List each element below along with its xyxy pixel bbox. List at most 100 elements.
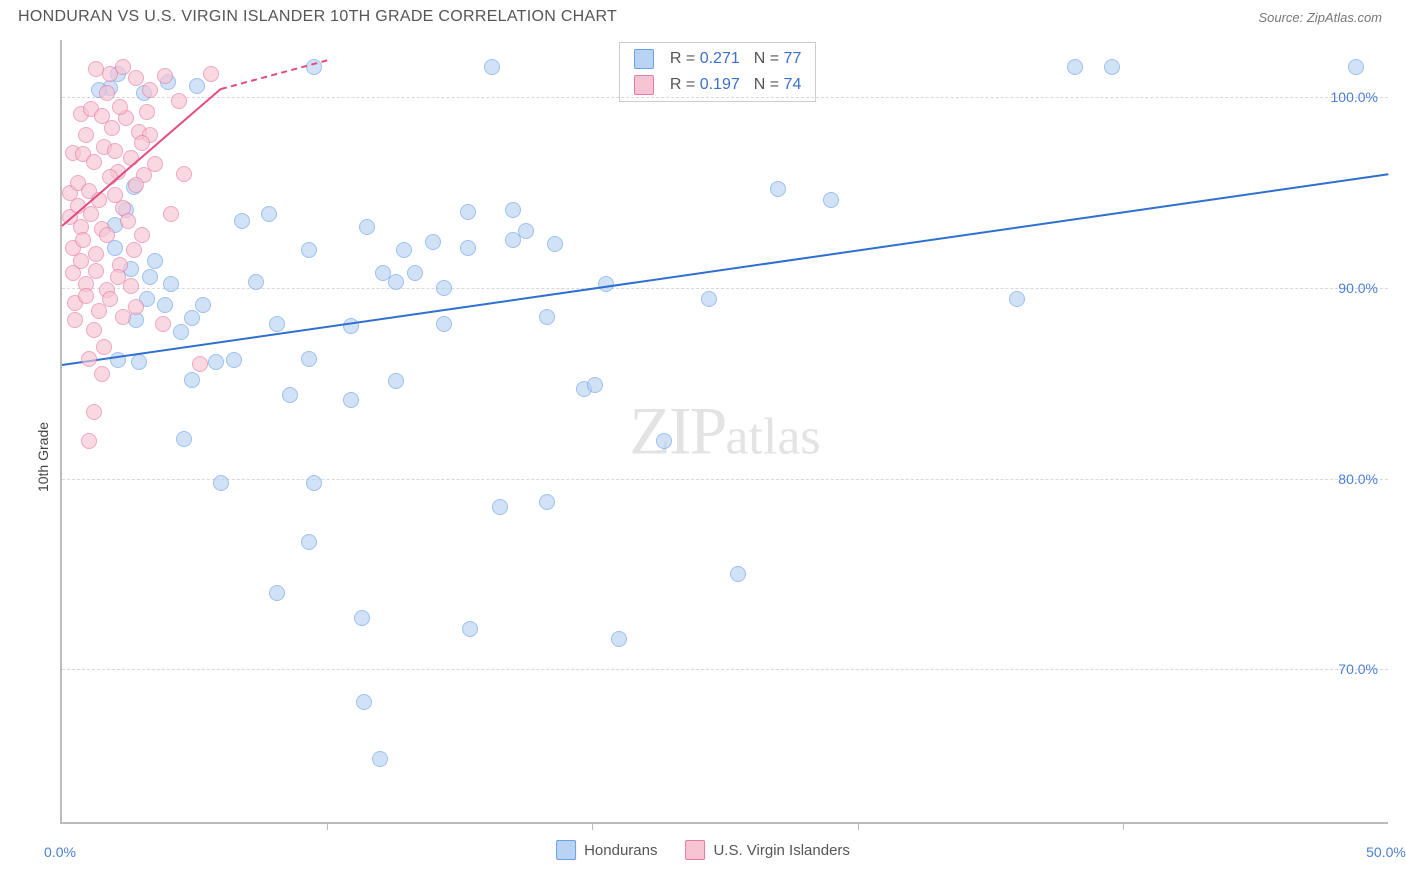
data-point xyxy=(359,219,375,235)
data-point xyxy=(492,499,508,515)
data-point xyxy=(1348,59,1364,75)
legend-swatch xyxy=(634,49,654,69)
data-point xyxy=(112,99,128,115)
legend-n: N = 74 xyxy=(754,76,802,94)
data-point xyxy=(701,291,717,307)
data-point xyxy=(107,187,123,203)
data-point xyxy=(99,85,115,101)
data-point xyxy=(163,276,179,292)
data-point xyxy=(269,316,285,332)
data-point xyxy=(75,232,91,248)
data-point xyxy=(184,372,200,388)
data-point xyxy=(388,274,404,290)
gridline xyxy=(62,479,1388,480)
x-tick-label: 0.0% xyxy=(44,844,76,860)
data-point xyxy=(123,278,139,294)
data-point xyxy=(86,404,102,420)
chart-title: HONDURAN VS U.S. VIRGIN ISLANDER 10TH GR… xyxy=(18,8,617,26)
data-point xyxy=(539,494,555,510)
data-point xyxy=(436,280,452,296)
data-point xyxy=(1104,59,1120,75)
legend-item: U.S. Virgin Islanders xyxy=(685,840,849,860)
legend-swatch xyxy=(556,840,576,860)
data-point xyxy=(354,610,370,626)
data-point xyxy=(115,59,131,75)
data-point xyxy=(81,351,97,367)
y-axis-label: 10th Grade xyxy=(35,422,51,492)
legend-r: R = 0.197 xyxy=(670,76,740,94)
data-point xyxy=(208,354,224,370)
data-point xyxy=(425,234,441,250)
data-point xyxy=(192,356,208,372)
legend-item: Hondurans xyxy=(556,840,657,860)
data-point xyxy=(94,366,110,382)
gridline xyxy=(62,669,1388,670)
chart-container: 10th Grade ZIPatlas R = 0.271N = 77R = 0… xyxy=(18,40,1388,874)
x-tick xyxy=(592,822,593,830)
data-point xyxy=(306,475,322,491)
data-point xyxy=(823,192,839,208)
data-point xyxy=(269,585,285,601)
x-tick xyxy=(327,822,328,830)
data-point xyxy=(126,242,142,258)
data-point xyxy=(213,475,229,491)
legend-n: N = 77 xyxy=(754,50,802,68)
data-point xyxy=(142,269,158,285)
data-point xyxy=(301,351,317,367)
data-point xyxy=(78,288,94,304)
data-point xyxy=(99,227,115,243)
data-point xyxy=(730,566,746,582)
data-point xyxy=(142,82,158,98)
data-point xyxy=(184,310,200,326)
data-point xyxy=(176,166,192,182)
x-tick xyxy=(858,822,859,830)
data-point xyxy=(656,433,672,449)
legend-r: R = 0.271 xyxy=(670,50,740,68)
data-point xyxy=(139,104,155,120)
y-tick-label: 80.0% xyxy=(1338,471,1378,487)
data-point xyxy=(248,274,264,290)
data-point xyxy=(120,213,136,229)
data-point xyxy=(301,242,317,258)
legend-swatch xyxy=(685,840,705,860)
data-point xyxy=(388,373,404,389)
data-point xyxy=(189,78,205,94)
y-tick-label: 70.0% xyxy=(1338,661,1378,677)
plot-area: ZIPatlas R = 0.271N = 77R = 0.197N = 74 … xyxy=(60,40,1388,824)
gridline xyxy=(62,97,1388,98)
data-point xyxy=(484,59,500,75)
stat-legend: R = 0.271 N = 77 R = 0.197 N = 74 xyxy=(619,42,816,102)
data-point xyxy=(171,93,187,109)
legend-label: Hondurans xyxy=(584,842,657,859)
data-point xyxy=(163,206,179,222)
data-point xyxy=(88,263,104,279)
data-point xyxy=(460,204,476,220)
data-point xyxy=(107,240,123,256)
data-point xyxy=(67,312,83,328)
data-point xyxy=(157,297,173,313)
data-point xyxy=(86,154,102,170)
data-point xyxy=(282,387,298,403)
data-point xyxy=(128,299,144,315)
data-point xyxy=(396,242,412,258)
data-point xyxy=(226,352,242,368)
bottom-legend: Hondurans U.S. Virgin Islanders xyxy=(556,840,850,860)
data-point xyxy=(356,694,372,710)
watermark-small: atlas xyxy=(725,409,820,466)
data-point xyxy=(147,253,163,269)
data-point xyxy=(155,316,171,332)
trend-line xyxy=(62,174,1388,367)
y-tick-label: 90.0% xyxy=(1338,280,1378,296)
data-point xyxy=(131,354,147,370)
data-point xyxy=(134,135,150,151)
data-point xyxy=(462,621,478,637)
data-point xyxy=(73,253,89,269)
data-point xyxy=(128,177,144,193)
data-point xyxy=(102,291,118,307)
watermark: ZIPatlas xyxy=(629,392,820,471)
data-point xyxy=(134,227,150,243)
data-point xyxy=(407,265,423,281)
legend-swatch xyxy=(634,75,654,95)
data-point xyxy=(88,246,104,262)
data-point xyxy=(157,68,173,84)
